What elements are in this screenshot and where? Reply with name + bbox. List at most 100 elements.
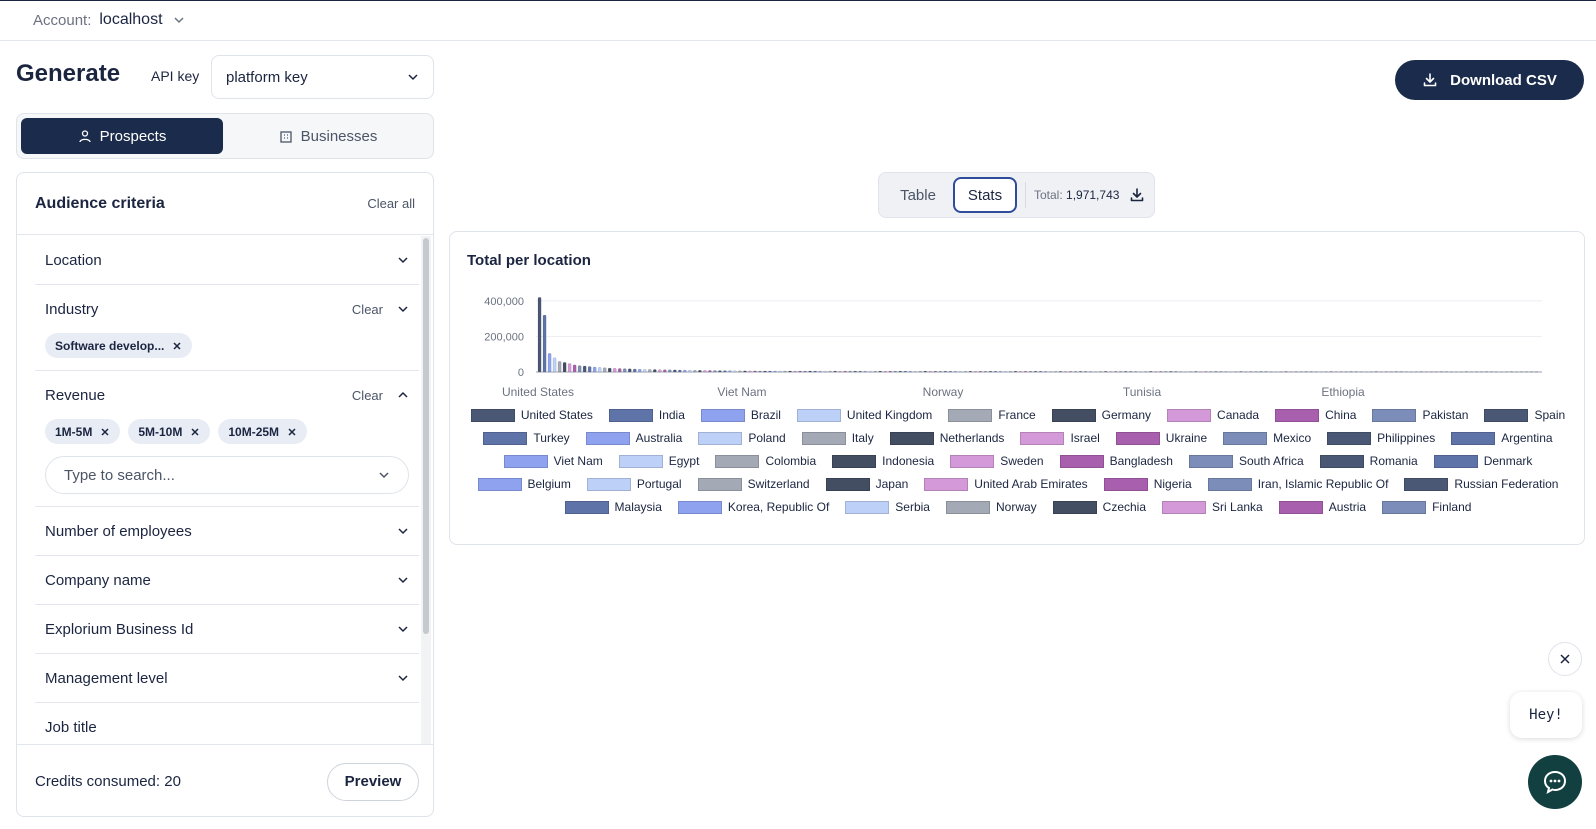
legend-item[interactable]: Denmark — [1433, 453, 1532, 469]
download-csv-button[interactable]: Download CSV — [1395, 60, 1584, 100]
business-id-label: Explorium Business Id — [45, 620, 194, 638]
legend-item[interactable]: Viet Nam — [503, 453, 603, 469]
chart-bar — [567, 363, 572, 373]
revenue-toggle[interactable]: Revenue Clear — [35, 371, 419, 419]
legend-item[interactable]: Bangladesh — [1059, 453, 1173, 469]
legend-item[interactable]: Nigeria — [1103, 476, 1192, 492]
legend-swatch — [1103, 477, 1148, 491]
close-icon[interactable] — [287, 427, 297, 437]
legend-item[interactable]: Pakistan — [1372, 407, 1468, 423]
management-level-toggle[interactable]: Management level — [35, 654, 419, 702]
close-icon[interactable] — [190, 427, 200, 437]
industry-toggle[interactable]: Industry Clear — [35, 285, 419, 333]
chart-bar — [537, 297, 542, 373]
legend-item[interactable]: Brazil — [700, 407, 781, 423]
legend-item[interactable]: France — [948, 407, 1036, 423]
legend-item[interactable]: Germany — [1051, 407, 1151, 423]
chart-bar — [1189, 371, 1193, 373]
chat-launcher-button[interactable] — [1528, 755, 1582, 809]
industry-clear-button[interactable]: Clear — [351, 301, 383, 317]
chart-bar — [1209, 371, 1213, 373]
legend-item[interactable]: Malaysia — [564, 499, 662, 515]
revenue-search-input[interactable]: Type to search... — [45, 456, 409, 494]
company-name-toggle[interactable]: Company name — [35, 556, 419, 604]
legend-label: Bangladesh — [1109, 454, 1173, 468]
legend-item[interactable]: Serbia — [845, 499, 930, 515]
legend-swatch — [1207, 477, 1252, 491]
close-icon[interactable] — [172, 341, 182, 351]
legend-item[interactable]: Iran, Islamic Republic Of — [1207, 476, 1388, 492]
legend-item[interactable]: United Kingdom — [796, 407, 932, 423]
preview-button[interactable]: Preview — [327, 762, 419, 801]
tab-prospects[interactable]: Prospects — [21, 118, 223, 154]
chart-bar — [683, 369, 687, 373]
legend-item[interactable]: Netherlands — [889, 430, 1004, 446]
chevron-down-icon — [398, 257, 408, 264]
job-title-toggle[interactable]: Job title — [35, 703, 419, 744]
api-key-select[interactable]: platform key — [211, 55, 434, 99]
legend-item[interactable]: Indonesia — [832, 453, 934, 469]
tab-stats[interactable]: Stats — [953, 177, 1017, 213]
location-toggle[interactable]: Location — [35, 236, 419, 284]
account-switcher[interactable]: Account: localhost — [33, 11, 185, 29]
legend-item[interactable]: Egypt — [618, 453, 699, 469]
chart-bar — [1204, 371, 1208, 373]
legend-item[interactable]: Ukraine — [1115, 430, 1207, 446]
legend-item[interactable]: Philippines — [1327, 430, 1435, 446]
employees-toggle[interactable]: Number of employees — [35, 507, 419, 555]
legend-item[interactable]: Canada — [1167, 407, 1259, 423]
legend-item[interactable]: Sweden — [950, 453, 1044, 469]
legend-item[interactable]: Norway — [945, 499, 1037, 515]
tab-table[interactable]: Table — [900, 186, 936, 204]
legend-item[interactable]: Russian Federation — [1404, 476, 1558, 492]
legend-item[interactable]: Belgium — [477, 476, 571, 492]
legend-item[interactable]: Poland — [698, 430, 786, 446]
chart-bar — [673, 369, 677, 373]
legend-item[interactable]: Mexico — [1223, 430, 1311, 446]
legend-item[interactable]: Japan — [825, 476, 908, 492]
legend-item[interactable]: Switzerland — [697, 476, 810, 492]
credits-consumed: Credits consumed: 20 — [35, 773, 181, 790]
legend-item[interactable]: Korea, Republic Of — [677, 499, 829, 515]
close-icon[interactable] — [100, 427, 110, 437]
building-icon — [279, 131, 292, 143]
revenue-clear-button[interactable]: Clear — [351, 387, 383, 403]
legend-item[interactable]: Austria — [1278, 499, 1366, 515]
criteria-scroll-thumb[interactable] — [423, 238, 429, 634]
legend-item[interactable]: United Arab Emirates — [924, 476, 1088, 492]
legend-swatch — [1188, 454, 1233, 468]
chart-bar — [1174, 371, 1178, 373]
legend-item[interactable]: Romania — [1319, 453, 1418, 469]
legend-item[interactable]: Turkey — [483, 430, 570, 446]
chip-label: 5M-10M — [138, 424, 183, 439]
api-key-label: API key — [151, 68, 200, 84]
legend-item[interactable]: Argentina — [1451, 430, 1553, 446]
legend-label: Turkey — [533, 431, 570, 445]
legend-item[interactable]: Sri Lanka — [1162, 499, 1263, 515]
download-icon — [1423, 73, 1437, 87]
download-icon[interactable] — [1129, 187, 1145, 203]
chart-bar — [988, 370, 993, 373]
clear-all-button[interactable]: Clear all — [367, 196, 415, 211]
legend-item[interactable]: Australia — [585, 430, 682, 446]
tab-businesses[interactable]: Businesses — [227, 118, 429, 154]
legend-item[interactable]: Israel — [1020, 430, 1100, 446]
legend-item[interactable]: Czechia — [1052, 499, 1146, 515]
legend-item[interactable]: Portugal — [586, 476, 682, 492]
business-id-toggle[interactable]: Explorium Business Id — [35, 605, 419, 653]
legend-item[interactable]: India — [608, 407, 685, 423]
revenue-chip: 1M-5M — [45, 419, 121, 444]
legend-item[interactable]: Italy — [801, 430, 874, 446]
download-csv-label: Download CSV — [1450, 71, 1557, 89]
legend-item[interactable]: Spain — [1484, 407, 1565, 423]
legend-item[interactable]: Colombia — [715, 453, 816, 469]
chart-bar — [1108, 371, 1113, 373]
legend-item[interactable]: Finland — [1382, 499, 1471, 515]
close-chat-greeting-button[interactable] — [1548, 642, 1582, 676]
legend-item[interactable]: China — [1275, 407, 1356, 423]
legend-item[interactable]: South Africa — [1188, 453, 1304, 469]
legend-item[interactable]: United States — [470, 407, 593, 423]
chat-greeting[interactable]: Hey! — [1510, 692, 1582, 738]
chart-bar — [833, 370, 837, 373]
legend-swatch — [585, 431, 630, 445]
